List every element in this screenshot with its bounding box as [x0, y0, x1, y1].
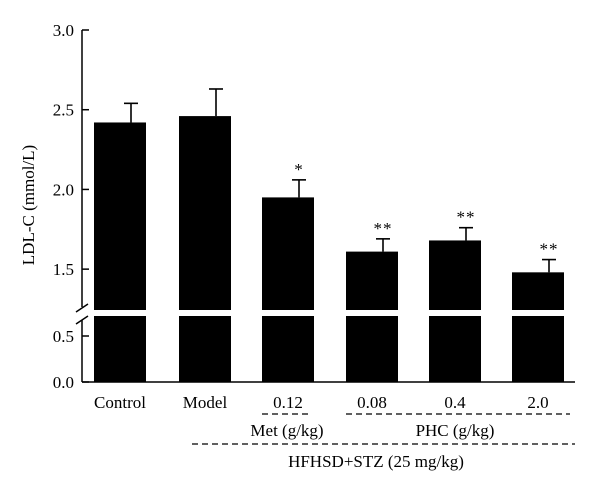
bar-2 — [262, 197, 314, 382]
y-tick-label-upper-3: 3.0 — [53, 21, 74, 40]
bar-break-gap-0 — [93, 310, 147, 316]
significance-mark-5: ** — [540, 240, 559, 259]
bar-3 — [346, 251, 398, 382]
y-tick-label-lower-1: 0.5 — [53, 327, 74, 346]
y-axis: 1.5 2.0 2.5 3.0 0.0 0.5 — [53, 21, 575, 392]
y-tick-label-lower-0: 0.0 — [53, 373, 74, 392]
y-axis-label: LDL-C (mmol/L) — [19, 145, 38, 265]
bar-5 — [512, 272, 564, 382]
y-tick-label-upper-0: 1.5 — [53, 260, 74, 279]
bars-layer — [93, 88, 565, 383]
labels-layer: Control Model * 0.12 ** 0.08 ** 0.4 ** 2.0 — [94, 160, 559, 412]
category-label-5: 2.0 — [527, 393, 548, 412]
y-tick-label-upper-2: 2.5 — [53, 101, 74, 120]
axis-break-mark-bottom — [75, 315, 89, 325]
y-tick-label-upper-1: 2.0 — [53, 180, 74, 199]
category-label-4: 0.4 — [444, 393, 466, 412]
bar-0 — [94, 122, 146, 383]
significance-mark-3: ** — [374, 219, 393, 238]
group-label-met: Met (g/kg) — [250, 421, 323, 440]
group-label-phc: PHC (g/kg) — [416, 421, 495, 440]
group-brackets: Met (g/kg) PHC (g/kg) HFHSD+STZ (25 mg/kg) — [192, 413, 575, 471]
bar-break-gap-1 — [178, 310, 232, 316]
significance-mark-2: * — [294, 160, 304, 179]
bar-break-gap-5 — [511, 310, 565, 316]
category-label-2: 0.12 — [273, 393, 303, 412]
axis-break-mark-top — [75, 303, 89, 313]
bar-break-gap-4 — [428, 310, 482, 316]
category-label-1: Model — [183, 393, 228, 412]
group-label-hfhsd: HFHSD+STZ (25 mg/kg) — [288, 452, 464, 471]
significance-mark-4: ** — [457, 208, 476, 227]
bar-break-gap-2 — [261, 310, 315, 316]
category-label-3: 0.08 — [357, 393, 387, 412]
category-label-0: Control — [94, 393, 146, 412]
bar-1 — [179, 116, 231, 382]
bar-break-gap-3 — [345, 310, 399, 316]
